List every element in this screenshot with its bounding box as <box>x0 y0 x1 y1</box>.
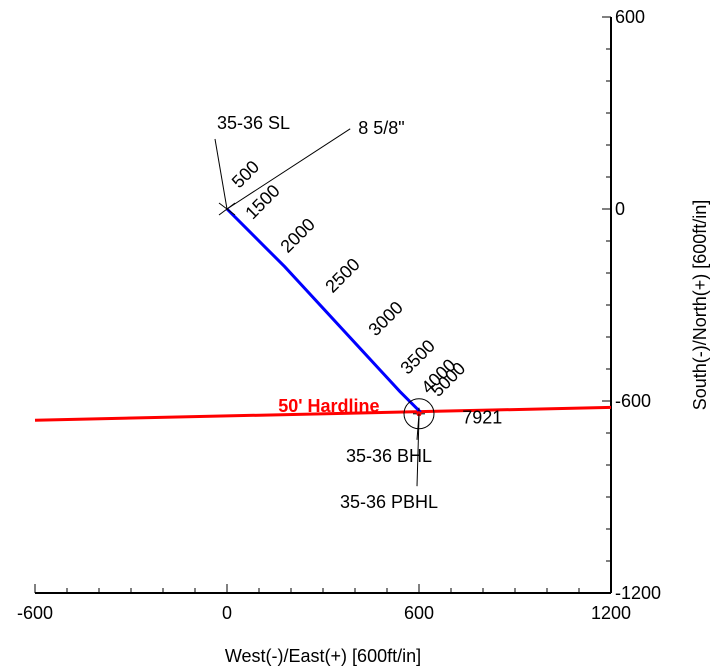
annotation-leader <box>214 138 228 210</box>
depth-label: 3000 <box>364 297 406 339</box>
hardline-line <box>34 405 612 422</box>
depth-label: 7921 <box>462 407 502 427</box>
annotation-label: 8 5/8" <box>358 118 404 138</box>
annotation-leader <box>416 416 420 487</box>
annotation-label: 35-36 SL <box>217 113 290 133</box>
y-tick-label: -1200 <box>615 583 661 603</box>
hardline-label: 50' Hardline <box>278 396 379 416</box>
x-tick-label: 1200 <box>591 603 631 623</box>
depth-label: 2000 <box>276 214 318 256</box>
series-group <box>225 207 422 414</box>
annotation-label: 35-36 BHL <box>346 446 432 466</box>
annotations: 35-36 SL 8 5/8" 35-36 BHL 35-36 PBHL <box>214 113 438 512</box>
depth-label: 500 <box>228 157 263 192</box>
axes: -600 0 600 1200 600 0 -600 -1200 <box>17 7 661 623</box>
x-tick-labels: -600 0 600 1200 <box>17 603 631 623</box>
x-tick-label: -600 <box>17 603 53 623</box>
depth-label: 2500 <box>321 254 363 296</box>
hardline: 50' Hardline <box>34 396 612 422</box>
y-axis-label: South(-)/North(+) [600ft/in] <box>690 200 710 411</box>
annotation-label: 35-36 PBHL <box>340 492 438 512</box>
depth-label: 1500 <box>241 181 283 223</box>
x-tick-label: 0 <box>222 603 232 623</box>
x-tick-label: 600 <box>404 603 434 623</box>
annotation-leader <box>226 128 351 210</box>
depth-label: 5000 <box>427 358 469 400</box>
wellpath-line <box>225 207 422 414</box>
x-minor-ticks <box>34 584 612 593</box>
x-axis-label: West(-)/East(+) [600ft/in] <box>225 646 421 666</box>
y-minor-ticks <box>602 16 611 594</box>
y-tick-label: -600 <box>615 391 651 411</box>
y-tick-labels: 600 0 -600 -1200 <box>615 7 661 603</box>
y-tick-label: 600 <box>615 7 645 27</box>
y-tick-label: 0 <box>615 199 625 219</box>
